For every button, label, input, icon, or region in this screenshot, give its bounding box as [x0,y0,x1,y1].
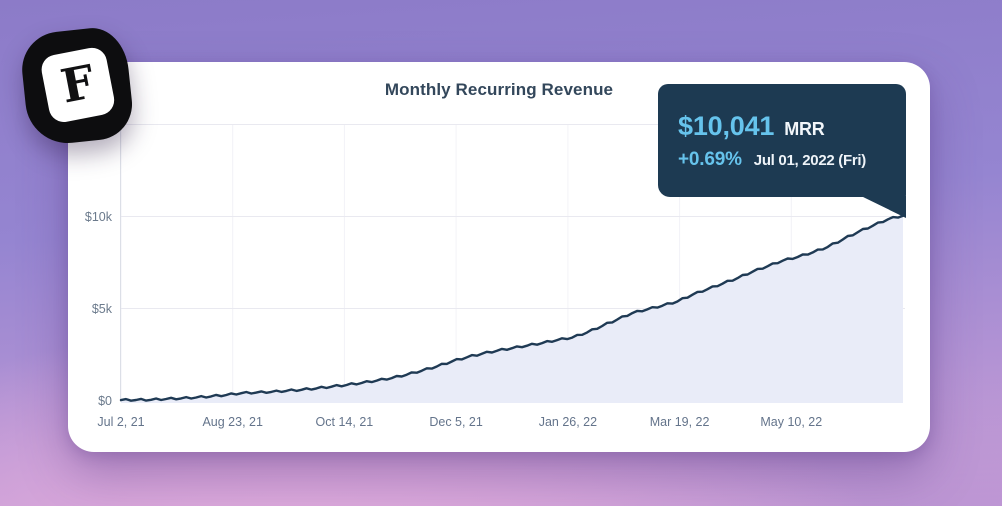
x-tick-label: Jul 2, 21 [97,415,145,429]
x-tick-label: Oct 14, 21 [315,415,374,429]
y-tick-label: $10k [84,209,112,224]
tooltip-value-row: $10,041 MRR [678,111,886,142]
tooltip-value: $10,041 [678,110,775,141]
x-tick-label: Dec 5, 21 [429,415,483,429]
y-tick-label: $5k [91,301,112,316]
mrr-tooltip: $10,041 MRR +0.69% Jul 01, 2022 (Fri) [658,84,906,218]
x-tick-label: Mar 19, 22 [649,415,710,429]
tooltip-delta: +0.69% [678,148,742,170]
x-tick-label: Jan 26, 22 [538,415,598,429]
x-tick-label: Aug 23, 21 [202,415,263,429]
mrr-plot-area[interactable]: $0 $5k $10k Jul 2, 21 Aug 23, 21 Oct 14, 21 De… [85,122,905,429]
mrr-area-fill [121,215,903,403]
brand-logo: F [18,24,136,148]
chart-title: Monthly Recurring Revenue [384,80,614,99]
brand-logo-outer-shape: F [18,24,136,148]
y-tick-label: $0 [98,393,112,408]
tooltip-tail [861,196,906,218]
tooltip-metric-label: MRR [784,118,825,139]
brand-logo-letter: F [56,54,99,114]
tooltip-detail-row: +0.69% Jul 01, 2022 (Fri) [678,149,886,171]
chart-card: Monthly Recurring Revenue $0 $5k $10k Jul 2… [68,62,930,452]
tooltip-date: Jul 01, 2022 (Fri) [753,151,866,169]
brand-logo-inner-shape: F [39,45,117,125]
mrr-line [119,214,905,402]
x-tick-label: May 10, 22 [760,415,823,429]
mrr-chart-svg [119,124,905,403]
